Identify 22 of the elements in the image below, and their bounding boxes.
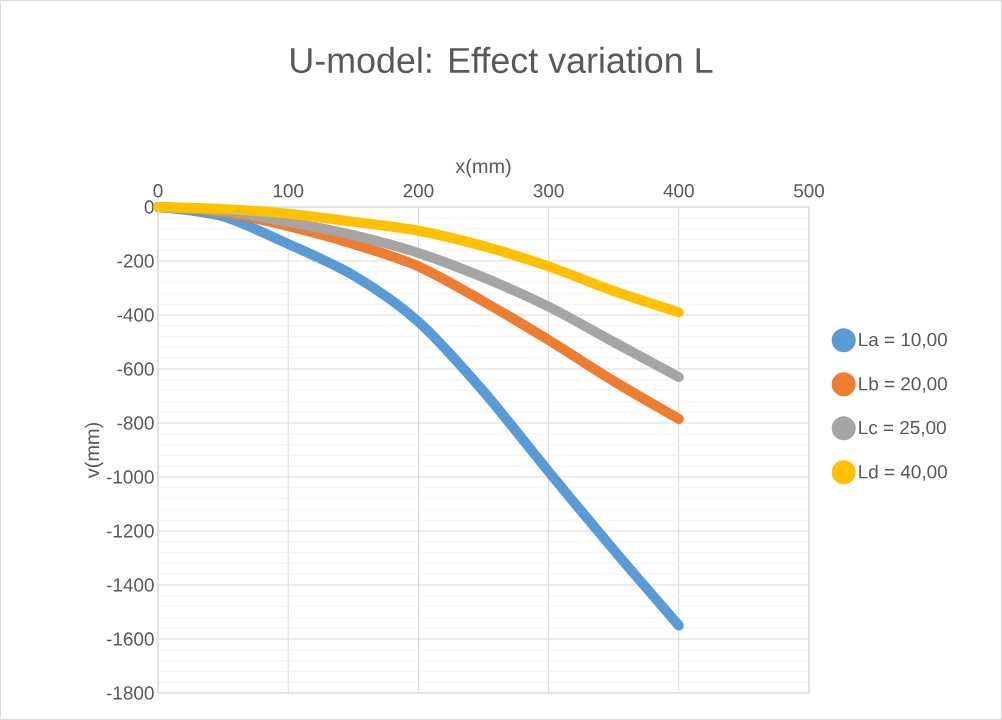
x-tick-label: 0 [153, 184, 163, 198]
y-tick-label: -1800 [106, 686, 154, 700]
legend-label: La = 10,00 [859, 332, 947, 349]
y-tick-label: -600 [117, 362, 154, 376]
x-tick-label: 200 [403, 184, 434, 198]
y-tick-label: -1200 [106, 524, 154, 538]
legend-label: Lb = 20,00 [859, 376, 947, 393]
y-tick-label: -1000 [106, 470, 154, 484]
chart-title: U-model: Effect variation L [291, 46, 713, 74]
x-tick-label: 400 [663, 184, 694, 198]
x-tick-label: 500 [793, 184, 825, 198]
y-tick-label: -1600 [106, 632, 154, 646]
legend-label: Lc = 25,00 [859, 420, 946, 437]
y-tick-label: -1400 [106, 578, 154, 592]
x-tick-label: 100 [273, 184, 304, 198]
y-tick-label: -400 [117, 308, 154, 322]
x-axis-title: x(mm) [455, 158, 511, 178]
y-tick-label: -800 [117, 416, 154, 430]
y-tick-label: -200 [117, 254, 154, 268]
legend-label: Ld = 40,00 [859, 464, 947, 481]
y-axis-title: v(mm) [84, 423, 104, 479]
x-tick-label: 300 [533, 184, 564, 198]
